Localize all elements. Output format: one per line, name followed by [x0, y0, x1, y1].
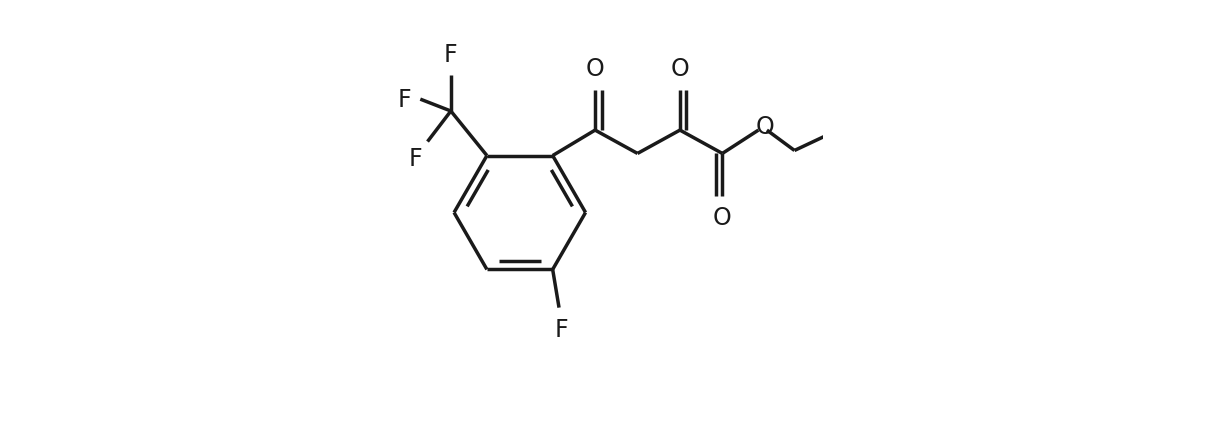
Text: O: O: [712, 206, 732, 230]
Text: O: O: [585, 58, 605, 81]
Text: F: F: [444, 43, 458, 66]
Text: O: O: [671, 58, 689, 81]
Text: F: F: [397, 88, 411, 112]
Text: F: F: [409, 147, 423, 170]
Text: F: F: [555, 317, 568, 341]
Text: O: O: [756, 115, 775, 138]
